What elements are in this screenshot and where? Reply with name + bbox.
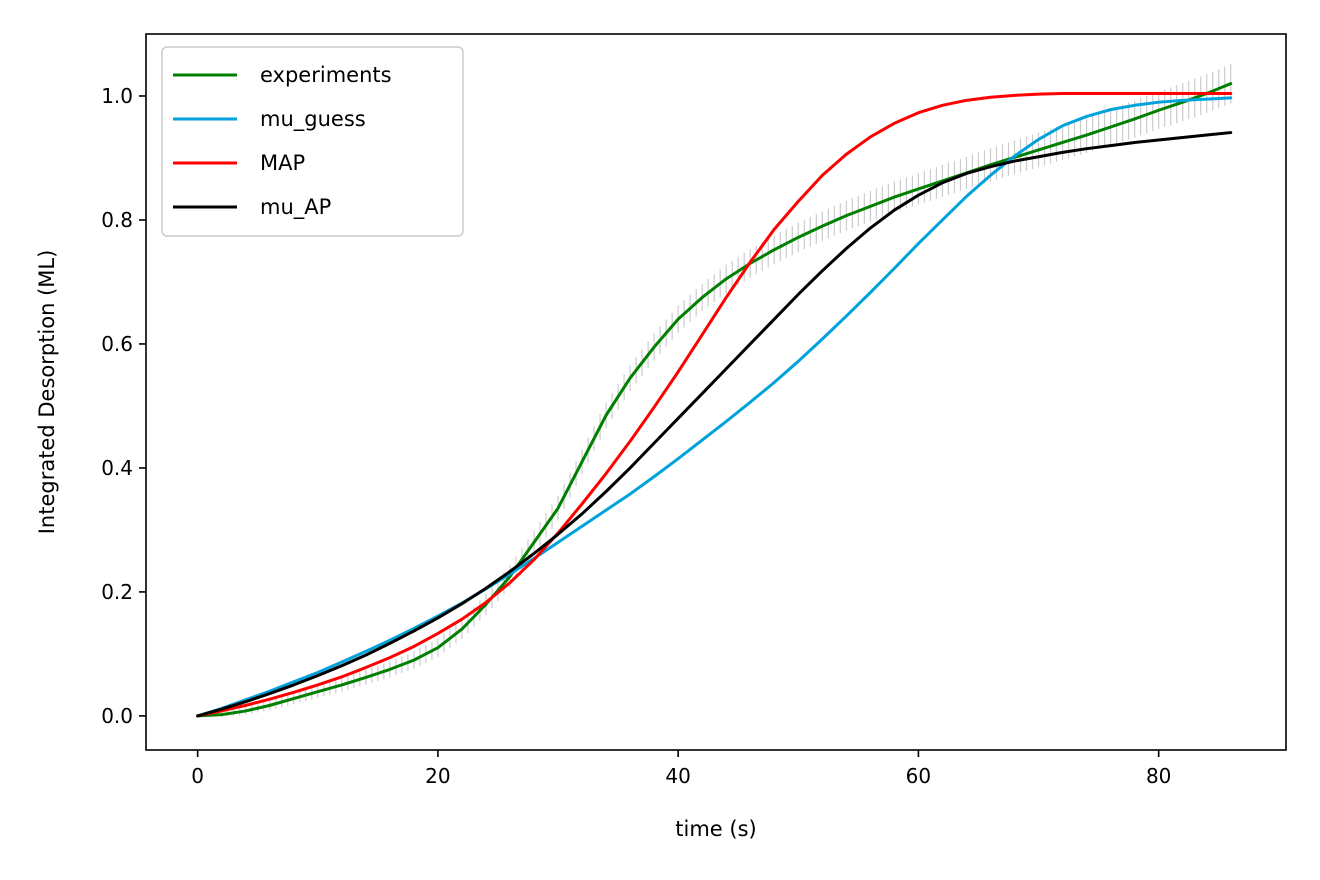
- legend-item-map: MAP: [173, 151, 305, 175]
- legend-item-mu-ap: mu_AP: [173, 195, 331, 220]
- legend-label: experiments: [260, 63, 392, 87]
- plot-area: [145, 33, 1287, 751]
- y-tick-label-2: 0.4: [101, 456, 133, 480]
- x-axis-label: time (s): [675, 817, 756, 841]
- legend-items: experiments mu_guess MAP mu_AP: [173, 63, 392, 220]
- legend-item-mu-guess: mu_guess: [173, 107, 366, 132]
- series-line-experiments: [196, 82, 1233, 718]
- legend: experiments mu_guess MAP mu_AP: [161, 46, 464, 237]
- y-tick-label-1: 0.2: [101, 580, 133, 604]
- series-line-map: [196, 92, 1233, 718]
- x-tick-label-2: 40: [665, 764, 690, 788]
- legend-label: MAP: [260, 151, 305, 175]
- legend-label: mu_AP: [260, 195, 331, 220]
- legend-label: mu_guess: [260, 107, 366, 132]
- x-tick-label-0: 0: [191, 764, 204, 788]
- axes-frame: [145, 33, 1287, 751]
- legend-item-experiments: experiments: [173, 63, 392, 87]
- x-tick-label-1: 20: [425, 764, 450, 788]
- x-tick-label-4: 80: [1146, 764, 1171, 788]
- y-tick-label-4: 0.8: [101, 208, 133, 232]
- x-axis: 0 20 40 60 80: [191, 750, 1171, 788]
- series-line-mu-ap: [196, 131, 1233, 718]
- x-tick-label-3: 60: [906, 764, 931, 788]
- y-tick-label-0: 0.0: [101, 704, 133, 728]
- series-line-mu-guess: [196, 96, 1233, 718]
- legend-box: [161, 46, 464, 237]
- series-lines: [196, 82, 1233, 718]
- y-axis-label: Integrated Desorption (ML): [35, 250, 59, 535]
- y-tick-label-3: 0.6: [101, 332, 133, 356]
- y-axis: 0.0 0.2 0.4 0.6 0.8 1.0: [101, 84, 146, 728]
- y-tick-label-5: 1.0: [101, 84, 133, 108]
